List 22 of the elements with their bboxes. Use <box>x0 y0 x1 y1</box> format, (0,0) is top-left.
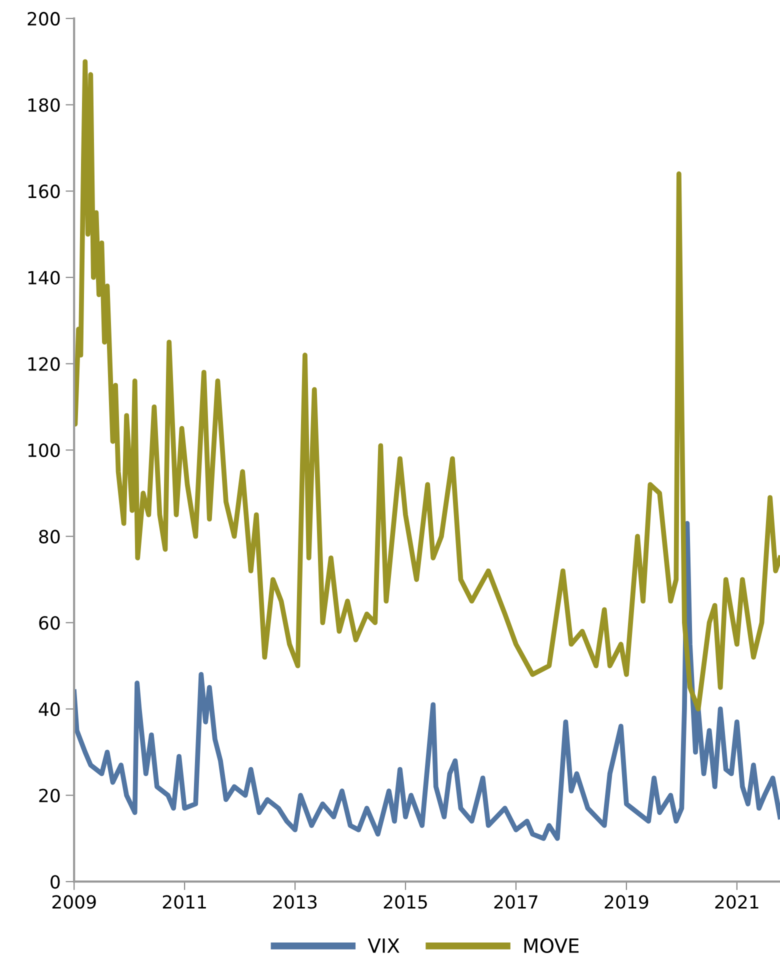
y-tick-label: 100 <box>28 443 60 458</box>
legend-label: MOVE <box>524 938 579 953</box>
x-tick-label: 2009 <box>52 895 96 909</box>
line-series <box>74 520 780 841</box>
y-tick-label: 140 <box>28 270 60 285</box>
y-tick-label: 180 <box>28 98 60 112</box>
x-tick-label: 2017 <box>494 895 538 909</box>
x-tick-label: 2013 <box>273 895 317 909</box>
x-tick-label: 2021 <box>715 895 758 909</box>
y-tick-label: 120 <box>28 357 60 371</box>
y-tick-label: 40 <box>38 702 60 716</box>
x-tick-label: 2015 <box>384 895 427 909</box>
y-tick-label: 160 <box>28 184 60 198</box>
x-tick-label: 2011 <box>162 895 206 909</box>
y-tick-label: 200 <box>28 12 60 26</box>
y-tick-label: 80 <box>39 530 60 544</box>
x-tick-label: 2019 <box>604 895 648 909</box>
y-tick-label: 60 <box>39 616 60 630</box>
y-tick-label: 0 <box>50 875 60 889</box>
y-tick-label: 20 <box>39 788 60 802</box>
line-series <box>74 59 780 712</box>
legend-label: VIX <box>368 938 400 953</box>
